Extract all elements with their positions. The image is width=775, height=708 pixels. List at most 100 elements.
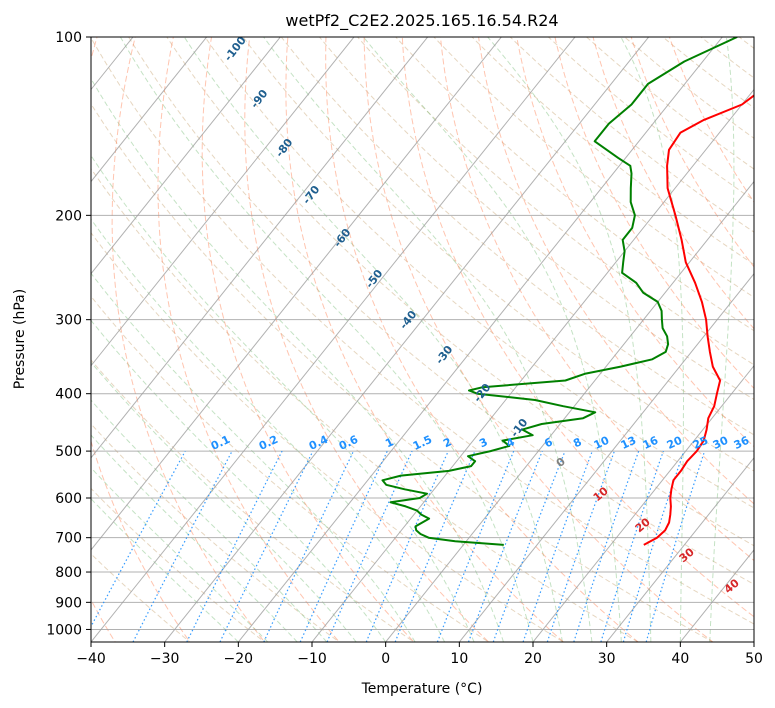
mixing-ratio-line <box>299 450 388 642</box>
y-tick-label: 100 <box>55 30 82 46</box>
y-tick-label: 800 <box>55 565 82 581</box>
warm-adiabat-line <box>478 37 754 505</box>
moist-adiabat-line <box>91 218 446 642</box>
isotherm-line <box>91 37 502 551</box>
moist-adiabat-line <box>91 77 504 642</box>
mixing-ratio-label: 20 <box>665 434 685 452</box>
dry-adiabat-line <box>91 231 565 642</box>
moist-adiabat-line <box>363 37 622 642</box>
dewpoint-profile <box>381 37 738 546</box>
dry-adiabat-line <box>91 487 266 642</box>
dry-adiabat-line <box>395 37 754 332</box>
mixing-ratio-line <box>600 450 664 642</box>
mixing-ratio-line <box>326 450 413 642</box>
x-tick-label: 0 <box>381 651 390 667</box>
warm-adiabat-line <box>201 37 415 642</box>
y-tick-label: 400 <box>55 387 82 403</box>
isotherm-line <box>164 37 650 642</box>
y-tick-label: 600 <box>55 491 82 507</box>
x-tick-label: 30 <box>598 651 616 667</box>
x-tick-label: −40 <box>76 651 106 667</box>
x-tick-label: −10 <box>297 651 327 667</box>
x-axis-label: Temperature (°C) <box>361 681 483 697</box>
dry-adiabat-line <box>204 37 754 509</box>
warm-adiabat-line <box>157 37 340 642</box>
isotherm-line <box>532 364 754 642</box>
temperature-profile <box>643 94 754 546</box>
y-tick-label: 300 <box>55 313 82 329</box>
mixing-ratio-label: 16 <box>641 434 661 452</box>
warm-adiabat-line <box>363 37 714 642</box>
warm-adiabat-line <box>439 37 754 562</box>
x-tick-label: −20 <box>224 651 254 667</box>
isotherm-line <box>606 457 754 642</box>
isotherm-line <box>91 37 429 459</box>
moist-adiabat-line <box>91 399 328 642</box>
dry-adiabat-line <box>91 103 714 642</box>
warm-adiabat-line <box>401 37 754 618</box>
x-axis-ticks: −40 −30 −20 −10 0 10 20 30 40 50 <box>76 642 763 667</box>
plot-frame <box>90 36 755 643</box>
dry-adiabat-line <box>91 167 640 642</box>
chart-title: wetPf2_C2E2.2025.165.16.54.R24 <box>285 11 558 31</box>
dry-adiabat-line <box>280 37 754 436</box>
x-tick-label: 50 <box>745 651 763 667</box>
y-axis-ticks: 100 200 300 400 500 600 700 800 900 1000 <box>46 30 91 638</box>
dry-adiabat-line <box>91 37 754 625</box>
isotherm-line <box>91 37 355 367</box>
moist-adiabat-line <box>91 434 298 642</box>
dry-adiabat-line <box>356 37 754 366</box>
dry-adiabat-line <box>471 37 754 266</box>
mixing-ratio-label: 36 <box>732 434 752 452</box>
warm-adiabat-line <box>244 37 490 642</box>
x-tick-label: −30 <box>150 651 180 667</box>
mixing-ratio-label: 10 <box>592 434 612 452</box>
mixing-ratio-line <box>645 450 706 642</box>
mixing-ratio-line <box>91 450 186 628</box>
isotherm-line <box>91 37 208 183</box>
warm-adiabat-line <box>668 37 754 203</box>
moist-adiabat-line <box>91 319 387 642</box>
mixing-ratio-line <box>394 450 476 642</box>
mixing-ratio-line <box>365 450 449 642</box>
warm-adiabat-line <box>285 37 565 642</box>
isotherm-line <box>91 37 281 275</box>
y-tick-label: 700 <box>55 531 82 547</box>
dry-adiabat-line <box>128 37 754 585</box>
moist-adiabat-line <box>91 467 269 642</box>
mixing-ratio-line <box>573 450 640 642</box>
warm-adiabat-line <box>554 37 754 390</box>
mixing-ratio-label: 13 <box>619 434 638 452</box>
moist-adiabat-line <box>91 154 475 642</box>
dry-adiabat-line <box>91 295 490 642</box>
mixing-ratio-line <box>219 450 314 642</box>
mixing-ratio-label: 30 <box>711 434 731 452</box>
isotherm-line <box>237 37 723 642</box>
y-tick-label: 1000 <box>46 622 82 638</box>
y-tick-label: 900 <box>55 595 82 611</box>
y-tick-label: 200 <box>55 208 82 224</box>
x-tick-label: 10 <box>450 651 468 667</box>
moist-adiabat-line <box>119 37 534 642</box>
warm-adiabat-line <box>592 37 754 330</box>
moist-adiabat-line <box>487 37 652 642</box>
dry-adiabat-line <box>547 37 754 201</box>
dry-adiabat-line <box>509 37 754 233</box>
skewed-isotherms <box>91 37 754 642</box>
dry-adiabats <box>91 37 754 642</box>
isotherm-line <box>385 180 754 642</box>
moist-adiabat-line <box>263 37 593 642</box>
mixing-ratio-line <box>522 450 593 642</box>
x-tick-label: 20 <box>524 651 542 667</box>
isotherm-line <box>91 37 576 642</box>
plot-area: -100-90-80-70-60-50-40-30-20-100.1 0.2 0.4… <box>91 37 754 642</box>
mixing-ratio-line <box>622 450 685 642</box>
isotherm-line <box>311 88 754 642</box>
mixing-ratio-line <box>263 450 355 642</box>
moist-adiabat-line <box>91 498 239 642</box>
warm-adiabat-line <box>91 37 191 642</box>
moist-adiabat-line <box>183 37 563 642</box>
mixing-ratio-line <box>546 450 615 642</box>
